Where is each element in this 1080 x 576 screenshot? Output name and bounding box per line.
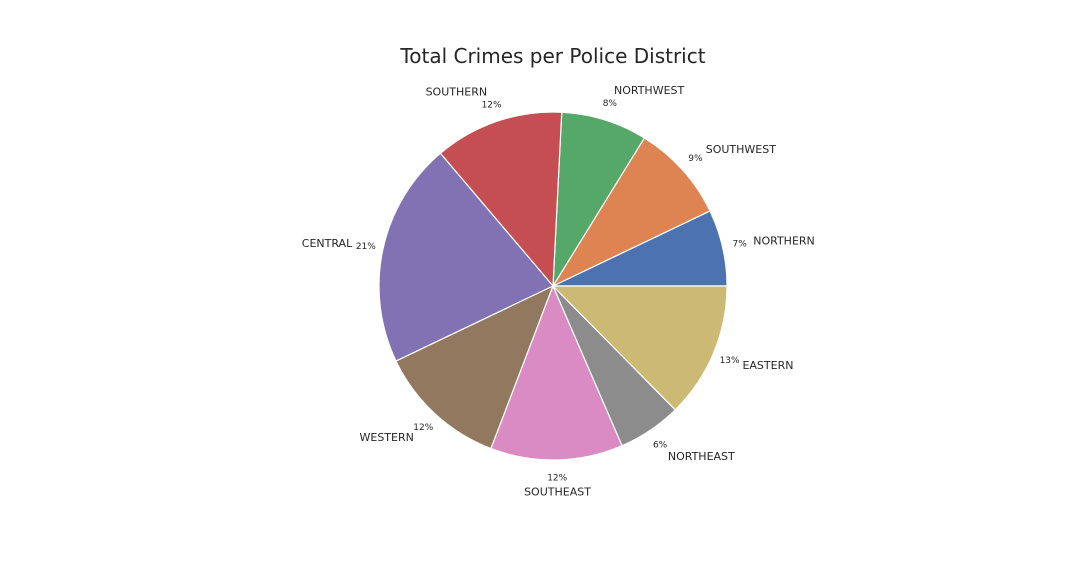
chart-title: Total Crimes per Police District (399, 44, 705, 68)
pie-slice-southern (439, 111, 563, 288)
pie-slice-southwest (551, 137, 711, 288)
category-label-eastern: EASTERN (742, 359, 793, 372)
percent-label-southeast: 12% (547, 473, 567, 483)
percent-label-northern: 7% (733, 240, 748, 250)
percent-label-eastern: 13% (720, 356, 740, 366)
category-label-southwest: SOUTHWEST (706, 143, 776, 156)
percent-label-western: 12% (413, 423, 433, 433)
percent-label-northwest: 8% (603, 99, 618, 109)
pie-slice-central (378, 152, 554, 362)
pie-slice-eastern (551, 285, 728, 411)
category-label-central: CENTRAL (302, 237, 353, 250)
category-label-southern: SOUTHERN (426, 86, 488, 99)
pie-slice-western (395, 284, 555, 450)
percent-label-northeast: 6% (653, 441, 668, 451)
category-label-western: WESTERN (360, 431, 414, 444)
category-label-northern: NORTHERN (753, 235, 815, 248)
category-label-northwest: NORTHWEST (614, 84, 685, 97)
percent-label-southern: 12% (482, 101, 502, 111)
percent-label-central: 21% (356, 242, 376, 252)
category-label-northeast: NORTHEAST (668, 450, 735, 463)
pie-slice-southeast (490, 284, 623, 461)
category-label-southeast: SOUTHEAST (524, 485, 591, 498)
percent-label-southwest: 9% (688, 154, 703, 164)
